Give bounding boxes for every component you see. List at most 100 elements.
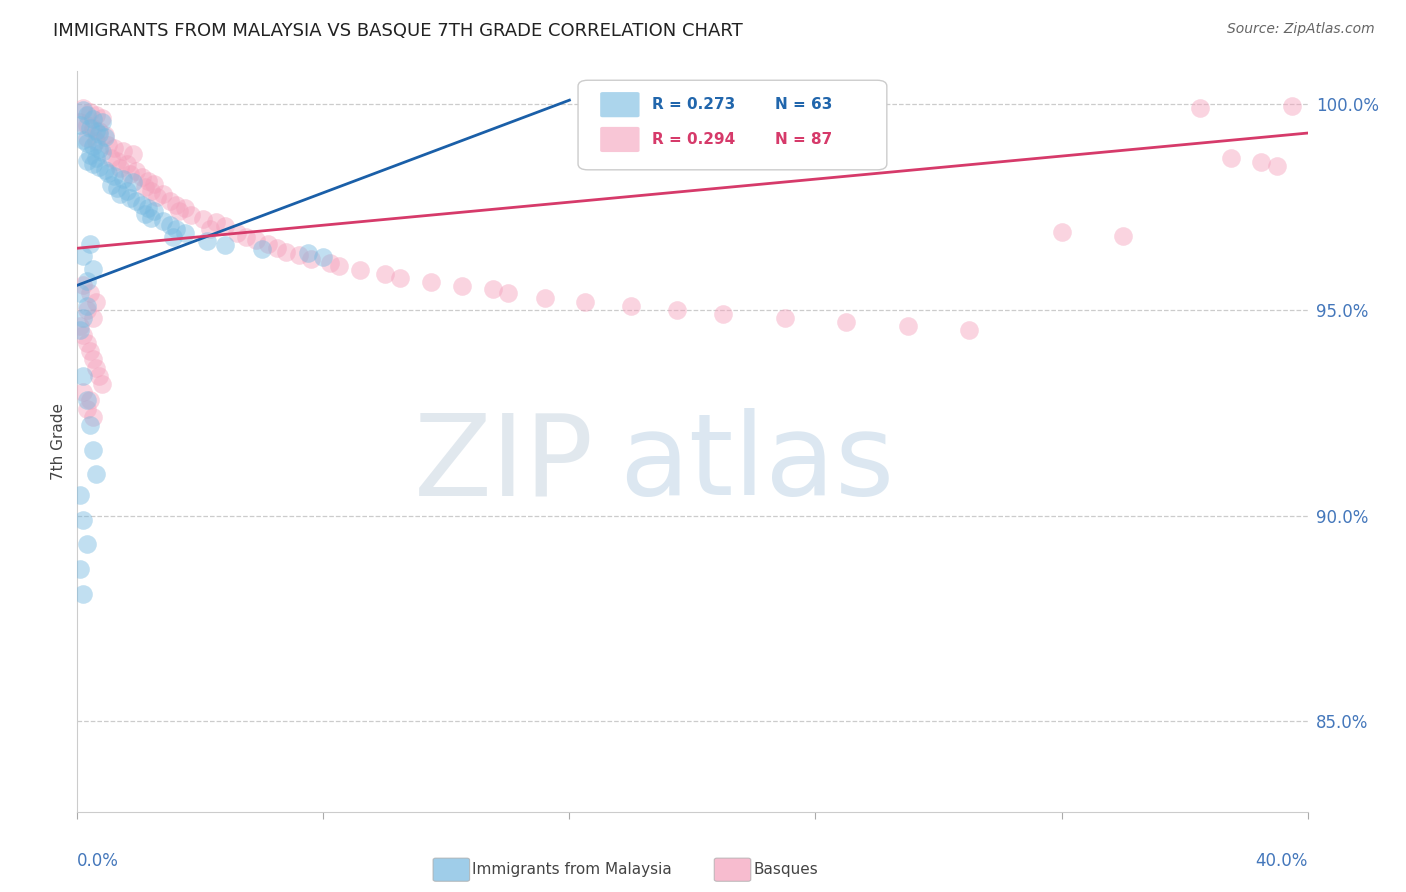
Point [349,263,371,277]
Point [115,184,138,198]
Point [76,118,98,132]
Point [103,169,125,184]
Point [84,467,107,482]
Point [276,244,298,259]
Point [143,204,166,219]
Point [72,278,94,293]
Point [84,151,107,165]
Point [174,226,197,240]
Point [136,174,159,188]
Point [245,234,267,248]
Point [87,368,110,383]
Point [136,201,159,215]
Point [72,513,94,527]
Point [389,270,412,285]
Point [125,194,148,208]
Point [159,194,181,208]
Point [84,294,107,309]
Point [69,488,91,502]
Point [72,587,94,601]
Text: N = 87: N = 87 [775,132,832,147]
Point [773,311,796,326]
Point [97,166,120,180]
FancyBboxPatch shape [600,92,640,117]
Point [76,136,98,151]
Point [121,175,143,189]
Point [165,222,187,236]
Point [84,360,107,375]
Point [90,112,114,126]
Point [110,161,132,175]
Point [100,178,122,193]
Point [534,291,557,305]
Point [180,208,202,222]
Point [146,190,169,204]
Point [450,278,472,293]
Point [1219,151,1241,165]
Point [297,246,319,260]
Point [420,275,443,289]
Point [1265,159,1288,173]
Point [76,154,98,169]
Point [79,393,101,408]
Point [152,214,174,228]
Point [110,187,132,202]
Point [118,167,141,181]
Point [299,252,322,266]
Point [76,107,98,121]
Point [235,229,257,244]
Point [574,294,596,309]
Point [266,241,288,255]
Point [125,164,148,178]
Point [141,184,163,198]
Point [105,181,128,195]
Point [288,248,311,262]
Point [115,157,138,171]
Point [897,319,920,334]
Text: Basques: Basques [754,863,818,877]
Point [174,201,197,215]
Point [250,242,273,256]
Point [1050,225,1073,239]
Point [72,101,94,115]
Point [72,311,94,326]
Point [162,229,184,244]
Point [69,323,91,337]
Point [112,172,135,186]
Point [152,186,174,201]
Point [312,250,335,264]
Point [76,274,98,288]
Text: 0.0%: 0.0% [77,853,120,871]
FancyBboxPatch shape [600,127,640,152]
Point [82,139,104,153]
Point [94,128,117,142]
Point [666,302,689,317]
Point [76,401,98,416]
Point [84,108,107,122]
Point [481,282,503,296]
Text: IMMIGRANTS FROM MALAYSIA VS BASQUE 7TH GRADE CORRELATION CHART: IMMIGRANTS FROM MALAYSIA VS BASQUE 7TH G… [53,22,744,40]
Point [84,134,107,148]
Point [195,234,218,248]
Point [69,562,91,576]
Point [79,418,101,433]
FancyBboxPatch shape [578,80,887,169]
Point [143,177,166,191]
Point [76,299,98,313]
Point [79,237,101,252]
Point [82,442,104,457]
Text: 40.0%: 40.0% [1256,853,1308,871]
Point [72,385,94,400]
Text: R = 0.294: R = 0.294 [652,132,735,147]
Point [214,219,236,233]
Point [82,112,104,126]
Point [79,344,101,359]
Point [79,104,101,119]
Point [72,133,94,147]
Point [87,124,110,138]
Point [1281,99,1303,113]
Point [94,163,117,178]
Point [1188,101,1211,115]
Point [105,154,128,169]
Point [957,323,980,337]
